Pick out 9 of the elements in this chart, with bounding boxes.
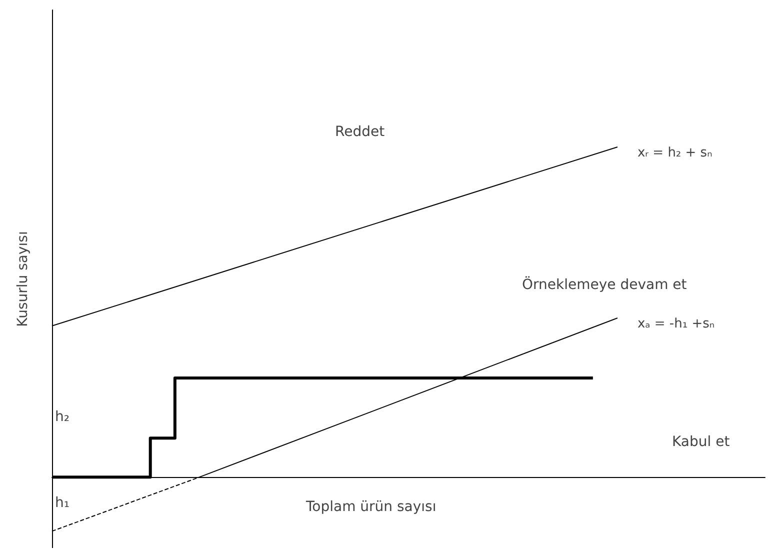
series-label: xₐ = -h₁ +sₙ [637, 316, 715, 332]
annotation: Örneklemeye devam et [522, 276, 688, 293]
annotation: h₁ [55, 495, 70, 511]
x-axis-title: Toplam ürün sayısı [305, 499, 436, 515]
annotation: h₂ [55, 409, 70, 425]
series-label: xᵣ = h₂ + sₙ [637, 145, 712, 160]
text: Reddet [335, 124, 386, 140]
annotation: Kabul et [672, 434, 730, 450]
y-axis-title: Kusurlu sayısı [15, 231, 31, 327]
